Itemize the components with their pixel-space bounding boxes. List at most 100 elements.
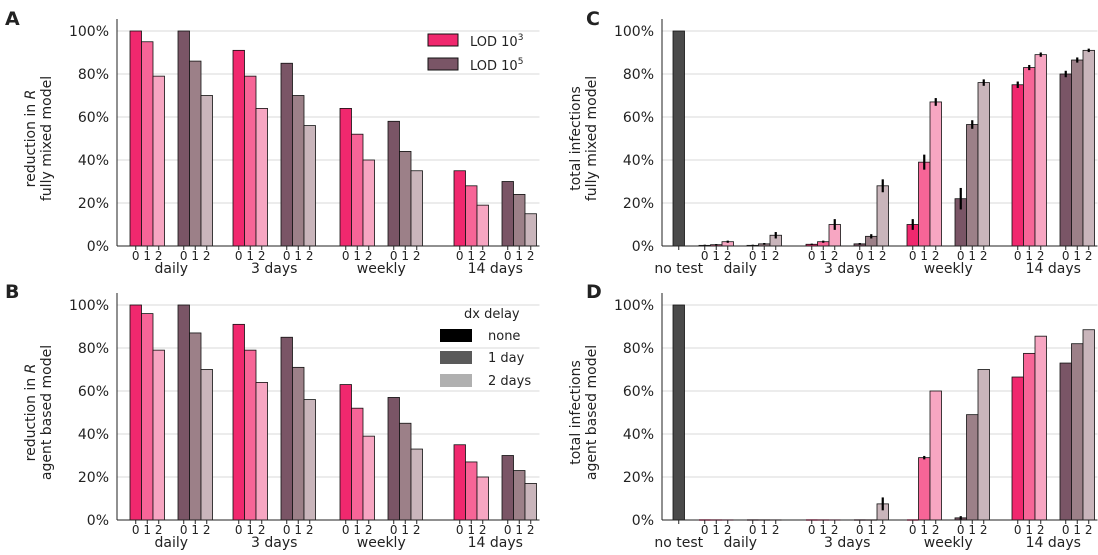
x-tick-label: 1 xyxy=(191,523,199,537)
x-group-label: weekly xyxy=(357,261,406,277)
x-tick-label: 0 xyxy=(235,249,243,263)
bar-no-test xyxy=(672,304,685,521)
x-tick-label: 2 xyxy=(258,523,266,537)
legend-delay: dx delay none 1 day 2 days xyxy=(440,307,531,389)
x-tick-label: 1 xyxy=(143,523,151,537)
panel-d: 0% 20% 40% 60% 80% 100% total infections agent … xyxy=(568,293,1098,551)
panel-letter-d: D xyxy=(586,281,602,303)
x-group-label: 14 days xyxy=(1026,535,1081,551)
y-tick-label: 40% xyxy=(623,427,654,443)
x-tick-label: 2 xyxy=(879,249,887,263)
x-tick-label: 2 xyxy=(1085,523,1093,537)
bar xyxy=(1071,59,1084,247)
x-tick-label: 0 xyxy=(342,523,350,537)
x-tick-label: 0 xyxy=(283,249,291,263)
legend-swatch-1day xyxy=(440,351,472,364)
x-tick-label: 0 xyxy=(456,523,464,537)
bar xyxy=(1082,329,1095,521)
bar xyxy=(141,313,154,521)
legend-label-lod5: LOD 105 xyxy=(470,57,523,74)
bar xyxy=(1059,362,1072,521)
x-tick-label: 0 xyxy=(749,523,757,537)
y-tick-label: 20% xyxy=(623,470,654,486)
x-group-label: weekly xyxy=(357,535,406,551)
x-tick-label: 2 xyxy=(479,249,487,263)
bar-no-test xyxy=(672,30,685,247)
legend-lod: LOD 103 LOD 105 xyxy=(427,33,523,74)
bar xyxy=(465,461,478,521)
x-tick-label: 1 xyxy=(143,249,151,263)
x-tick-label: 2 xyxy=(879,523,887,537)
panel-letter-a: A xyxy=(5,8,20,30)
y-tick-label: 100% xyxy=(69,298,109,314)
x-group-label: 14 days xyxy=(468,261,523,277)
x-tick-label: 1 xyxy=(353,249,361,263)
x-group-label: 14 days xyxy=(468,535,523,551)
x-tick-label: 0 xyxy=(909,249,917,263)
panel-letter-b: B xyxy=(5,281,19,303)
bar xyxy=(1034,54,1047,247)
x-tick-label: 0 xyxy=(749,249,757,263)
x-tick-label: 2 xyxy=(724,249,732,263)
x-tick-label: 2 xyxy=(258,249,266,263)
x-tick-label: 2 xyxy=(479,523,487,537)
x-tick-label: 2 xyxy=(527,523,535,537)
x-tick-label: 1 xyxy=(920,249,928,263)
x-tick-label: 0 xyxy=(504,523,512,537)
x-tick-label: 1 xyxy=(819,249,827,263)
x-tick-label: 1 xyxy=(515,523,523,537)
x-tick-label: 1 xyxy=(760,249,768,263)
bar xyxy=(966,414,979,521)
x-tick-label: 2 xyxy=(980,523,988,537)
y-tick-label: 0% xyxy=(632,239,654,255)
bar xyxy=(280,62,293,247)
x-tick-label: 1 xyxy=(968,523,976,537)
x-tick-label: 1 xyxy=(246,249,254,263)
bar xyxy=(453,170,466,247)
x-group-label: 14 days xyxy=(1026,261,1081,277)
y-axis-label: total infections xyxy=(568,86,584,191)
x-tick-label: 1 xyxy=(294,523,302,537)
bar xyxy=(513,470,526,521)
panel-letter-c: C xyxy=(586,8,600,30)
x-tick-label: 0 xyxy=(1014,523,1022,537)
bar xyxy=(129,304,142,521)
bar xyxy=(1082,49,1095,247)
x-tick-label: 0 xyxy=(957,249,965,263)
bar xyxy=(189,332,202,521)
x-tick-label: 2 xyxy=(772,523,780,537)
x-tick-label: 1 xyxy=(401,523,409,537)
bar xyxy=(513,193,526,247)
x-tick-label: 0 xyxy=(1062,249,1070,263)
x-tick-label: 2 xyxy=(365,523,373,537)
bar xyxy=(966,124,979,247)
y-tick-label: 80% xyxy=(623,67,654,83)
y-axis-label: reduction in R xyxy=(23,90,39,188)
y-tick-label: 0% xyxy=(87,513,109,529)
x-group-label-no-test: no test xyxy=(654,535,703,551)
y-tick-label: 0% xyxy=(87,239,109,255)
x-tick-label: 0 xyxy=(132,523,140,537)
bar xyxy=(387,397,400,521)
x-tick-label: 1 xyxy=(760,523,768,537)
bar xyxy=(189,60,202,247)
x-tick-label: 0 xyxy=(1062,523,1070,537)
bar xyxy=(1071,343,1084,521)
x-tick-label: 1 xyxy=(353,523,361,537)
bar xyxy=(280,336,293,521)
bar xyxy=(339,108,352,247)
legend-swatch-lod3 xyxy=(427,33,459,47)
bar xyxy=(244,349,257,521)
x-tick-label: 0 xyxy=(180,249,188,263)
bar xyxy=(129,30,142,247)
x-tick-label: 0 xyxy=(808,249,816,263)
bar xyxy=(232,49,245,247)
x-tick-label: 1 xyxy=(294,249,302,263)
x-tick-label: 1 xyxy=(515,249,523,263)
bar xyxy=(292,95,305,247)
x-tick-label: 0 xyxy=(909,523,917,537)
x-tick-label: 2 xyxy=(413,249,421,263)
x-tick-label: 1 xyxy=(401,249,409,263)
bar xyxy=(524,483,537,521)
x-group-label: daily xyxy=(154,535,188,551)
